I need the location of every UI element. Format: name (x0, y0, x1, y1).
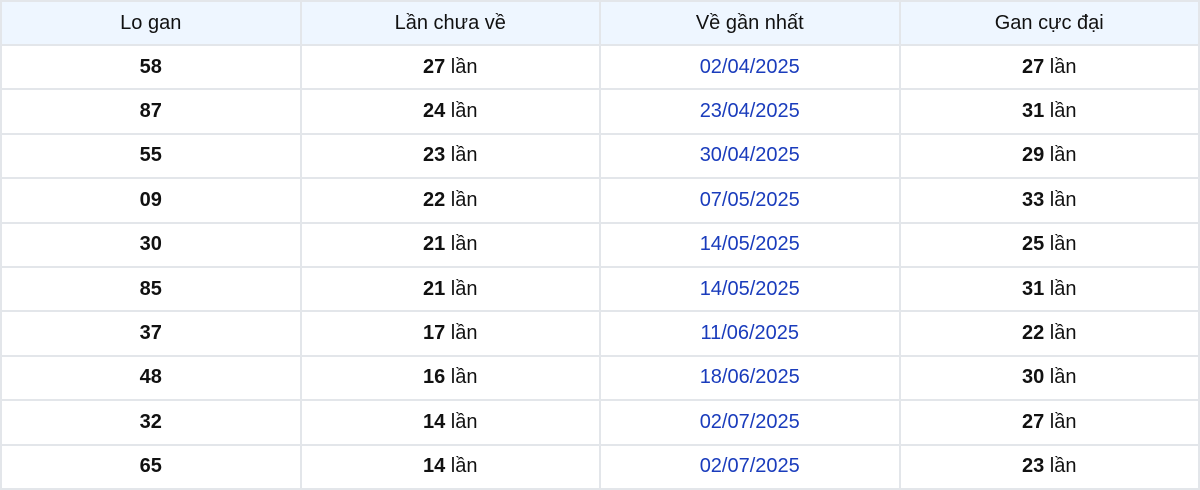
lo-number: 65 (0, 443, 302, 490)
max-gap: 22 lần (898, 310, 1200, 357)
max-gap: 27 lần (898, 399, 1200, 446)
last-date: 30/04/2025 (599, 132, 901, 180)
table-row: 85 21 lần 14/05/2025 31 lần (0, 265, 1200, 313)
table-row: 48 16 lần 18/06/2025 30 lần (0, 354, 1200, 402)
table-row: 37 17 lần 11/06/2025 22 lần (0, 310, 1200, 357)
last-date: 14/05/2025 (599, 265, 901, 313)
max-gap: 27 lần (898, 43, 1200, 91)
header-ve-gan-nhat: Về gần nhất (599, 0, 901, 46)
missed-count: 21 lần (299, 265, 601, 313)
lo-number: 32 (0, 399, 302, 446)
lo-number: 87 (0, 88, 302, 135)
missed-count: 16 lần (299, 354, 601, 402)
table-row: 87 24 lần 23/04/2025 31 lần (0, 88, 1200, 135)
missed-count: 24 lần (299, 88, 601, 135)
header-gan-cuc-dai: Gan cực đại (898, 0, 1200, 46)
max-gap: 29 lần (898, 132, 1200, 180)
lo-number: 55 (0, 132, 302, 180)
lo-number: 09 (0, 177, 302, 224)
missed-count: 27 lần (299, 43, 601, 91)
missed-count: 14 lần (299, 443, 601, 490)
last-date: 14/05/2025 (599, 221, 901, 268)
max-gap: 23 lần (898, 443, 1200, 490)
missed-count: 22 lần (299, 177, 601, 224)
table-row: 32 14 lần 02/07/2025 27 lần (0, 399, 1200, 446)
max-gap: 33 lần (898, 177, 1200, 224)
table-row: 58 27 lần 02/04/2025 27 lần (0, 43, 1200, 91)
table-row: 55 23 lần 30/04/2025 29 lần (0, 132, 1200, 180)
max-gap: 31 lần (898, 265, 1200, 313)
header-row: Lo gan Lần chưa về Về gần nhất Gan cực đ… (0, 0, 1200, 46)
missed-count: 17 lần (299, 310, 601, 357)
header-lan-chua-ve: Lần chưa về (299, 0, 601, 46)
missed-count: 21 lần (299, 221, 601, 268)
missed-count: 23 lần (299, 132, 601, 180)
lo-number: 30 (0, 221, 302, 268)
table-row: 09 22 lần 07/05/2025 33 lần (0, 177, 1200, 224)
missed-count: 14 lần (299, 399, 601, 446)
last-date: 11/06/2025 (599, 310, 901, 357)
lo-number: 37 (0, 310, 302, 357)
max-gap: 30 lần (898, 354, 1200, 402)
last-date: 02/04/2025 (599, 43, 901, 91)
last-date: 23/04/2025 (599, 88, 901, 135)
table-row: 65 14 lần 02/07/2025 23 lần (0, 443, 1200, 490)
last-date: 02/07/2025 (599, 399, 901, 446)
lo-number: 85 (0, 265, 302, 313)
last-date: 07/05/2025 (599, 177, 901, 224)
max-gap: 25 lần (898, 221, 1200, 268)
header-lo-gan: Lo gan (0, 0, 302, 46)
lo-number: 58 (0, 43, 302, 91)
lo-number: 48 (0, 354, 302, 402)
table-row: 30 21 lần 14/05/2025 25 lần (0, 221, 1200, 268)
last-date: 02/07/2025 (599, 443, 901, 490)
last-date: 18/06/2025 (599, 354, 901, 402)
max-gap: 31 lần (898, 88, 1200, 135)
